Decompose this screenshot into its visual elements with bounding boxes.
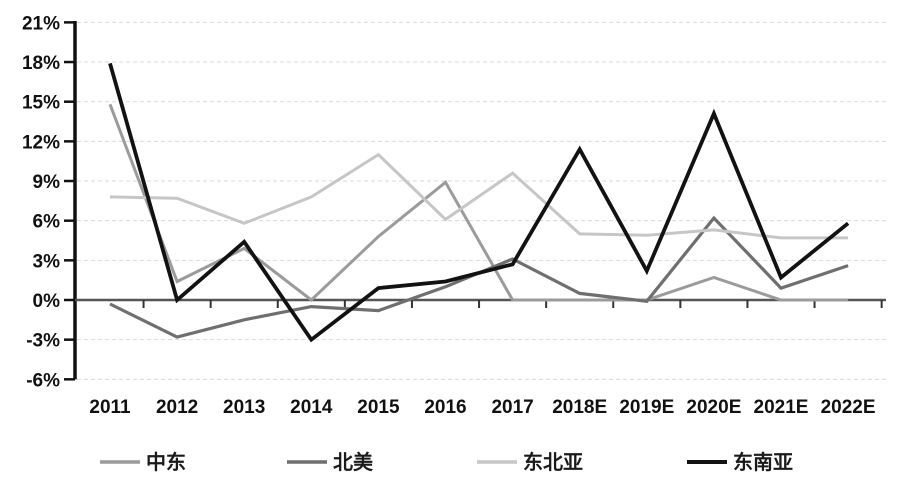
series-line-southeast-asia [108,62,850,343]
x-axis-label-2013: 2013 [223,397,265,418]
x-axis-label-2018E: 2018E [552,397,607,418]
y-axis-label: 21% [22,13,60,34]
legend-label-northeast-asia: 东北亚 [523,450,583,474]
x-axis-label-2014: 2014 [290,397,333,418]
y-axis-label: 15% [22,93,60,114]
x-axis-label-2021E: 2021E [754,397,809,418]
x-axis-label-2011: 2011 [89,397,131,418]
y-axis-label: 9% [33,172,61,193]
x-axis-label-2016: 2016 [424,397,466,418]
x-axis-label-2015: 2015 [357,397,400,418]
series-line-middle-east [108,103,849,302]
legend-label-middle-east: 中东 [146,450,186,474]
x-axis-label-2020E: 2020E [686,397,741,418]
x-axis-label-2019E: 2019E [619,397,674,418]
series-line-north-america [109,215,849,339]
legend-label-southeast-asia: 东南亚 [733,450,793,474]
y-axis-label: 3% [33,251,61,272]
y-axis-label: -6% [26,370,60,391]
series-line-northeast-asia [109,152,849,240]
x-axis-label-2012: 2012 [156,397,198,418]
x-axis-label-2022E: 2022E [821,397,876,418]
legend-label-north-america: 北美 [333,450,374,474]
y-axis-label: -3% [26,331,60,352]
y-axis-label: 12% [22,132,60,153]
y-axis-label: 0% [33,291,61,312]
x-axis-label-2017: 2017 [491,397,533,418]
y-axis-label: 6% [33,212,61,233]
y-axis-label: 18% [22,53,60,74]
